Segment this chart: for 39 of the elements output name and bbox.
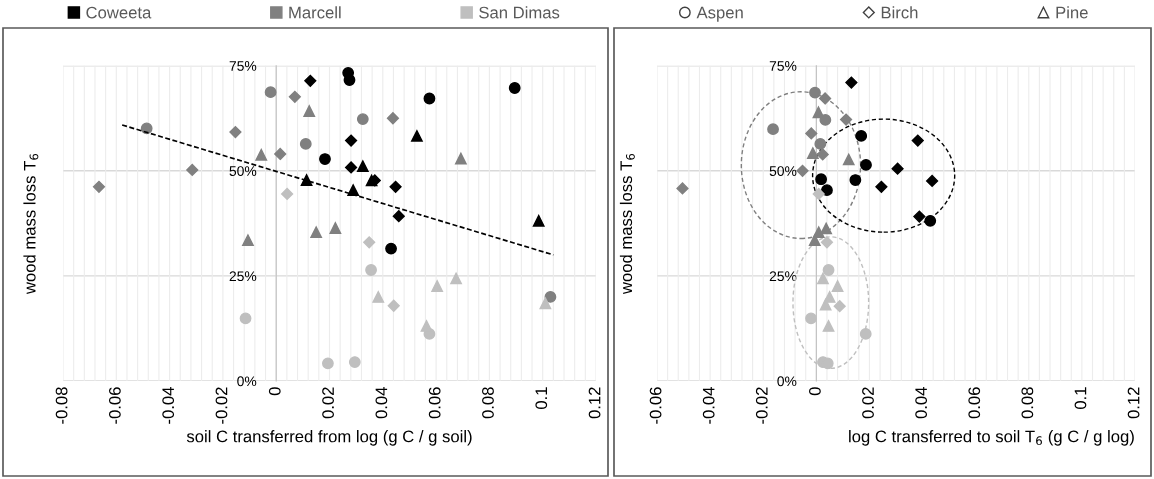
x-tick-label: 0.02 bbox=[862, 387, 874, 419]
x-tick-label: 0.1 bbox=[535, 387, 548, 410]
x-tick-label: -0.06 bbox=[649, 387, 662, 424]
x-axis-title: soil C transferred from log (g C / g soil) bbox=[186, 430, 472, 446]
legend-label: Birch bbox=[881, 6, 918, 19]
x-tick-label: 0.08 bbox=[1021, 387, 1034, 419]
x-tick-label: 0.12 bbox=[1127, 387, 1140, 419]
y-tick-label: 25% bbox=[769, 271, 797, 282]
y-tick-label: 25% bbox=[229, 271, 257, 282]
legend-label: Aspen bbox=[696, 6, 743, 22]
y-tick-label: 75% bbox=[229, 61, 257, 71]
x-tick-label: -0.02 bbox=[215, 387, 228, 424]
x-tick-label: 0.1 bbox=[1074, 387, 1087, 410]
legend-label: Pine bbox=[1056, 6, 1088, 19]
x-tick-label: -0.04 bbox=[702, 387, 715, 424]
y-tick-label: 50% bbox=[769, 166, 797, 176]
y-tick-label: 75% bbox=[769, 61, 797, 71]
x-tick-label: 0.08 bbox=[482, 387, 494, 419]
x-axis-title: log C transferred to soil T$_{6}$ (g C / g log) bbox=[849, 430, 1134, 446]
y-axis-title: wood mass loss T$_{6}$ bbox=[619, 153, 635, 295]
legend-label: Coweeta bbox=[86, 6, 152, 19]
x-tick-label: 0.12 bbox=[588, 387, 601, 419]
y-tick-label: 50% bbox=[229, 166, 257, 176]
x-tick-label: 0 bbox=[809, 387, 821, 396]
x-tick-label: 0.04 bbox=[375, 387, 388, 419]
x-tick-label: 0.04 bbox=[915, 387, 928, 419]
y-tick-label: 0% bbox=[237, 376, 257, 387]
y-tick-label: 0% bbox=[777, 376, 797, 387]
x-tick-label: 0.02 bbox=[322, 387, 334, 419]
x-tick-label: 0.06 bbox=[428, 387, 441, 419]
x-tick-label: -0.04 bbox=[162, 387, 175, 424]
x-tick-label: -0.06 bbox=[108, 387, 121, 424]
legend-label: Marcell bbox=[289, 6, 341, 19]
x-tick-label: 0.06 bbox=[968, 387, 981, 419]
x-tick-label: -0.02 bbox=[755, 387, 768, 424]
x-tick-label: 0 bbox=[268, 387, 281, 396]
x-tick-label: -0.08 bbox=[55, 387, 68, 424]
y-axis-title: wood mass loss T$_{6}$ bbox=[23, 153, 39, 295]
legend-label: San Dimas bbox=[479, 6, 560, 19]
